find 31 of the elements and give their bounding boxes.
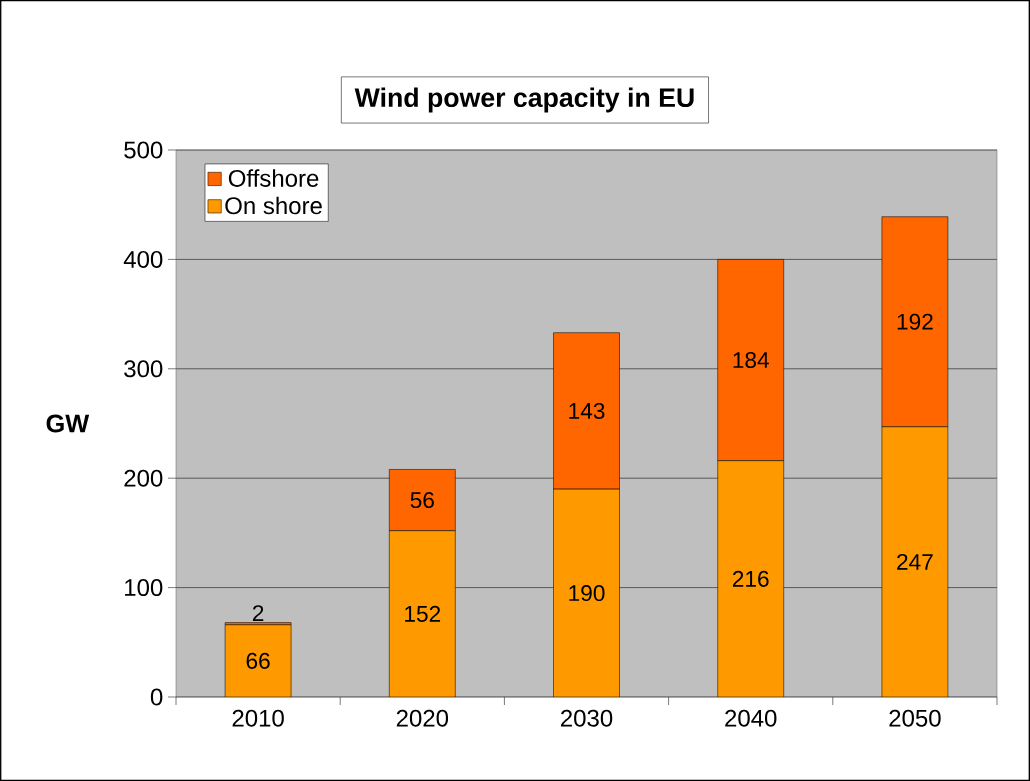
- data-label: 143: [569, 402, 605, 419]
- y-tick-label: 500: [124, 141, 163, 159]
- bar: [553, 488, 620, 697]
- y-axis-title: GW: [46, 414, 90, 433]
- data-label: 184: [733, 352, 769, 369]
- data-label: 190: [569, 585, 605, 602]
- chart-title: Wind power capacity in EU: [354, 87, 694, 113]
- bar: [389, 530, 456, 697]
- data-label: 56: [410, 492, 434, 509]
- data-label: 216: [732, 570, 769, 587]
- bar: [881, 426, 949, 697]
- bar: [389, 469, 456, 531]
- y-tick-label: 400: [123, 250, 163, 268]
- legend-label: Offshore: [228, 169, 319, 187]
- data-label: 2: [252, 605, 264, 622]
- y-tick-label: 300: [124, 360, 163, 378]
- x-tick-label: 2010: [232, 709, 284, 727]
- data-label: 247: [897, 553, 933, 570]
- data-label: 152: [405, 605, 441, 622]
- bar: [717, 460, 784, 697]
- x-tick-label: 2050: [889, 709, 941, 727]
- legend-label: On shore: [225, 196, 322, 215]
- y-tick-label: 200: [124, 469, 163, 487]
- x-tick-label: 2020: [396, 709, 449, 727]
- x-tick-label: 2040: [725, 709, 777, 727]
- data-label: 66: [246, 652, 270, 669]
- x-tick-label: 2030: [561, 709, 613, 727]
- y-tick-label: 100: [125, 579, 163, 597]
- data-label: 192: [897, 313, 933, 330]
- y-tick-label: 0: [150, 688, 163, 706]
- bar: [224, 624, 292, 697]
